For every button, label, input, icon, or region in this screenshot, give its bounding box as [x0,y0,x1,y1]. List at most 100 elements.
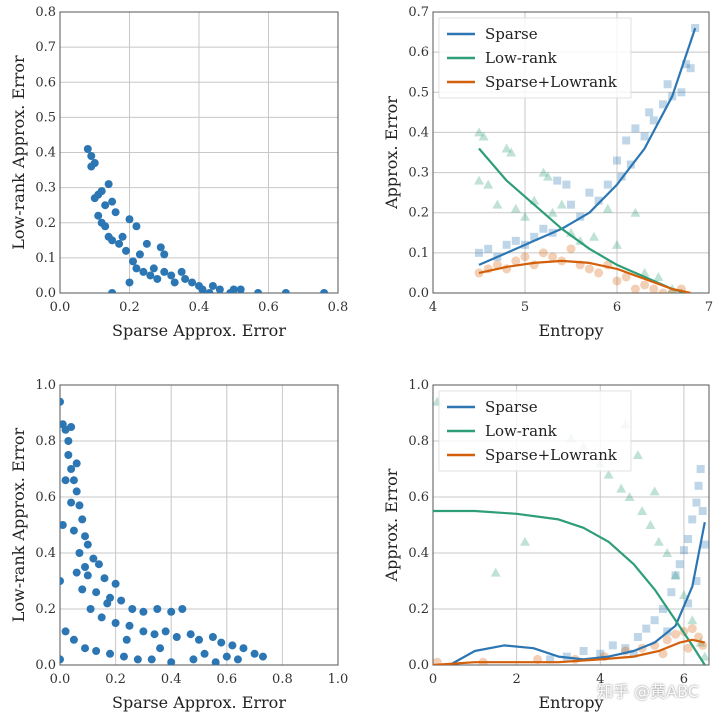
y-tick-label: 0.3 [35,181,56,196]
sample-marker-circle [698,640,708,650]
sample-marker-square [546,655,555,664]
chart-panel-2: 4 5 6 7 0.0 0.1 0.2 0.3 0.4 0.5 0.6 0.7 Entropy Appro… [382,5,713,340]
sample-marker-square [677,88,686,97]
sample-marker-triangle [538,167,549,177]
x-tick-label: 0.0 [50,672,71,687]
sample-marker-square [700,540,709,549]
scatter-point [142,239,151,248]
legend-label: Low-rank [485,422,558,440]
sample-marker-square [650,616,659,625]
sample-marker-square [684,535,693,543]
scatter-point [111,579,120,588]
sample-marker-square [671,571,680,580]
sample-marker-square [682,60,690,69]
scatter-point [97,187,106,196]
sample-marker-circle [474,268,484,278]
scatter-point [69,635,78,644]
sample-marker-square [645,108,654,117]
scatter-point [167,658,176,665]
scatter-point [149,264,158,273]
x-tick-label: 0.6 [216,672,237,687]
scatter-point [83,571,92,580]
sample-marker-square [484,244,493,253]
sample-marker-square [621,644,630,653]
scatter-point [222,652,231,661]
sample-marker-triangle [616,483,627,493]
scatter-point [189,655,198,664]
sample-marker-square [539,224,548,233]
series-line-low-rank [433,509,706,665]
x-tick-label: 0.2 [105,672,126,687]
sample-marker-circle [658,288,668,293]
scatter-point [117,596,126,605]
scatter-point [167,271,176,280]
scatter-point [108,197,117,206]
y-tick-label: 0.2 [408,206,429,221]
sample-marker-square [567,200,575,209]
sample-marker-triangle [547,207,558,217]
y-tick-label: 0.0 [35,658,56,673]
sample-marker-circle [687,624,697,634]
scatter-point [125,215,134,224]
scatter-point [61,627,70,636]
scatter-point [258,652,267,661]
scatter-point [106,649,115,658]
x-tick-label: 7 [705,300,713,315]
y-tick-label: 0.1 [35,251,56,266]
sample-marker-triangle [632,450,643,459]
sample-marker-triangle [474,127,484,137]
scatter-point [128,257,137,266]
y-tick-label: 0.5 [35,110,56,125]
sample-marker-square [562,180,571,189]
scatter-point [178,605,187,613]
scatter-point [94,211,103,220]
scatter-point [254,289,263,293]
sample-marker-triangle [478,131,489,141]
sample-marker-square [553,176,562,185]
legend-label: Sparse [485,398,538,416]
sample-marker-triangle [501,143,512,153]
x-axis-label: Sparse Approx. Error [112,693,286,712]
scatter-point [122,246,131,255]
sample-marker-triangle [624,492,635,501]
y-tick-label: 0.2 [35,602,56,617]
legend: Sparse Low-rank Sparse+Lowrank [438,17,632,99]
sample-marker-triangle [603,469,614,479]
scatter-point [83,144,92,153]
x-axis-label: Entropy [539,321,604,340]
sample-marker-circle [671,629,681,639]
scatter-point [217,638,226,647]
sample-marker-square [640,132,649,141]
scatter-point [139,267,148,276]
x-tick-label: 6 [613,300,621,315]
y-tick-label: 0.6 [408,490,429,505]
scatter-point [92,647,101,655]
x-tick-label: 0.2 [119,300,140,315]
sample-marker-square [594,196,603,205]
scatter-point [81,532,90,541]
sample-marker-square [686,64,695,73]
sample-marker-triangle [520,536,530,546]
scatter-point [75,501,84,510]
scatter-point [139,607,148,616]
scatter-point [186,630,195,639]
sample-marker-square [684,599,693,608]
sample-marker-triangle [589,231,599,241]
sample-marker-triangle [575,235,586,245]
sample-marker-triangle [483,179,494,189]
x-tick-label: 2 [512,672,520,687]
sample-marker-triangle [653,271,664,281]
sample-marker-circle [658,649,668,659]
scatter-point [83,540,92,549]
sample-marker-square [659,605,667,613]
scatter-point [250,649,259,658]
scatter-point [60,655,64,664]
sample-marker-square [692,577,701,585]
y-tick-label: 0.6 [35,75,56,90]
scatter-point [60,397,64,406]
scatter-point [100,574,109,583]
scatter-point [89,554,98,563]
scatter-point [132,222,141,231]
scatter-point [139,627,148,636]
sample-marker-square [698,507,707,515]
